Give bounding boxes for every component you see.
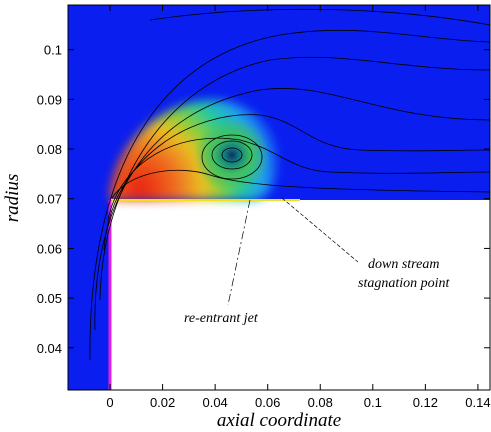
y-tick-label: 0.06 <box>37 241 62 256</box>
x-tick-label: 0.14 <box>465 395 490 410</box>
y-tick-label: 0.05 <box>37 291 62 306</box>
x-axis-label: axial coordinate <box>217 410 341 431</box>
leaders <box>227 197 359 306</box>
x-tick-label: 0.04 <box>202 395 227 410</box>
y-tick-label: 0.09 <box>37 92 62 107</box>
annotation: re-entrant jet <box>184 311 259 326</box>
annotation: down stream <box>368 257 439 272</box>
x-tick-label: 0 <box>106 395 113 410</box>
y-tick-label: 0.07 <box>37 192 62 207</box>
y-axis-label: radius <box>2 174 23 223</box>
field <box>68 5 490 390</box>
y-tick-label: 0.1 <box>44 43 62 58</box>
x-tick-label: 0.1 <box>364 395 382 410</box>
y-tick-label: 0.04 <box>37 341 62 356</box>
x-tick-label: 0.06 <box>255 395 280 410</box>
frame <box>67 4 491 391</box>
x-tick-label: 0.12 <box>413 395 438 410</box>
y-tick-label: 0.08 <box>37 142 62 157</box>
x-tick-label: 0.08 <box>308 395 333 410</box>
annotation: stagnation point <box>358 276 451 291</box>
x-tick-label: 0.02 <box>150 395 175 410</box>
